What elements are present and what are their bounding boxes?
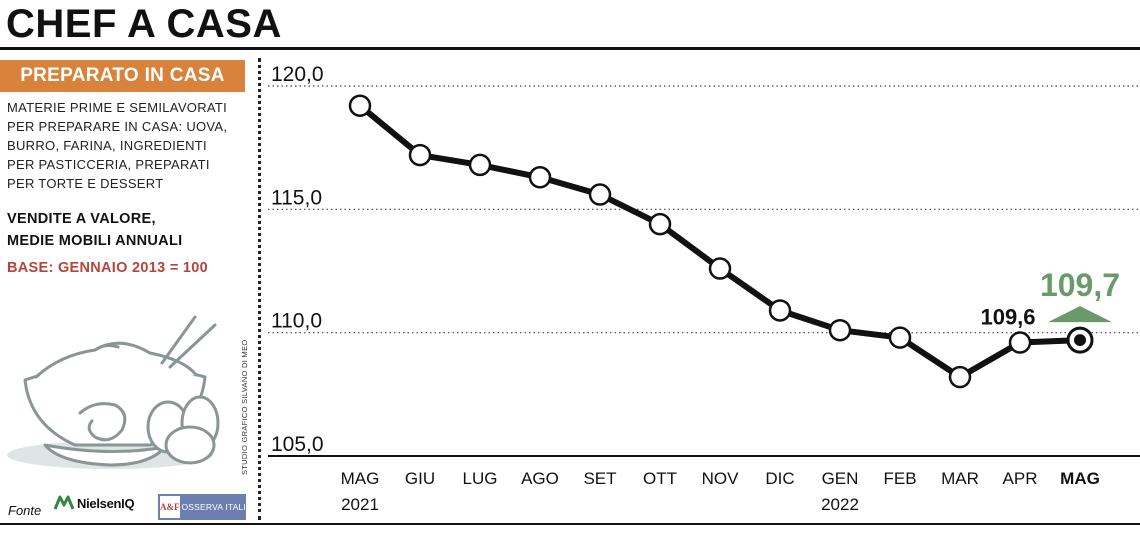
nielsen-logo: NielsenIQ [54, 495, 135, 511]
series-line [357, 102, 1083, 381]
category-description: MATERIE PRIME E SEMILAVORATI PER PREPARA… [7, 98, 247, 193]
data-point [768, 299, 792, 322]
x-tick-label: GIU [405, 469, 435, 488]
measure-note: VENDITE A VALORE, MEDIE MOBILI ANNUALI [7, 208, 182, 252]
data-point [888, 326, 912, 349]
description-line: PER TORTE E DESSERT [7, 176, 164, 191]
up-arrow-icon [1048, 306, 1112, 323]
description-line: PER PREPARARE IN CASA: UOVA, [7, 119, 228, 134]
measure-line: VENDITE A VALORE, [7, 211, 156, 227]
data-label: 109,6 [980, 305, 1035, 330]
x-tick-label: MAG [341, 469, 380, 488]
data-point [708, 257, 732, 280]
data-point-highlight [1074, 334, 1086, 347]
bottom-rule [0, 523, 1140, 525]
x-tick-label: NOV [702, 469, 740, 488]
x-tick-label: GEN [822, 469, 859, 488]
x-tick-label: MAG [1060, 469, 1100, 488]
data-point [348, 94, 372, 117]
description-line: PER PASTICCERIA, PREPARATI [7, 157, 210, 172]
x-tick-label: OTT [643, 469, 677, 488]
data-label-latest: 109,7 [1040, 267, 1120, 303]
source-label: Fonte [8, 503, 42, 518]
category-badge: PREPARATO IN CASA [0, 60, 245, 92]
x-tick-label: LUG [463, 469, 498, 488]
x-tick-label: APR [1003, 469, 1038, 488]
top-rule [0, 47, 1140, 50]
data-point [948, 365, 972, 389]
dotted-separator [258, 58, 261, 520]
description-line: BURRO, FARINA, INGREDIENTI [7, 138, 207, 153]
y-tick-label: 115,0 [271, 186, 322, 209]
year-label: 2021 [341, 495, 379, 514]
osserva-mark: A&F [160, 496, 180, 518]
x-tick-label: MAR [941, 469, 979, 488]
data-point [588, 183, 612, 206]
y-tick-label: 110,0 [271, 310, 322, 333]
x-tick-label: FEB [883, 469, 916, 488]
nielsen-mark-icon [54, 495, 74, 510]
data-point [1008, 331, 1032, 354]
data-point [828, 318, 852, 342]
x-tick-label: SET [583, 469, 616, 488]
data-point [528, 166, 552, 189]
description-line: MATERIE PRIME E SEMILAVORATI [7, 100, 228, 115]
x-tick-label: DIC [765, 469, 794, 488]
measure-line: MEDIE MOBILI ANNUALI [7, 233, 183, 249]
x-tick-label: AGO [521, 469, 559, 488]
mixing-bowl-illustration [7, 315, 220, 469]
nielsen-label: NielsenIQ [77, 495, 135, 511]
base-note: BASE: GENNAIO 2013 = 100 [7, 260, 209, 276]
osserva-label: OSSERVA ITALIA [181, 502, 252, 512]
data-point [408, 143, 432, 167]
osserva-italia-logo: A&F OSSERVA ITALIA [158, 494, 252, 520]
data-point [648, 212, 672, 236]
page-title: CHEF A CASA [6, 2, 282, 46]
y-tick-label: 105,0 [271, 433, 324, 456]
data-point [468, 153, 492, 177]
y-tick-label: 120,0 [271, 63, 324, 86]
year-label: 2022 [821, 495, 859, 514]
